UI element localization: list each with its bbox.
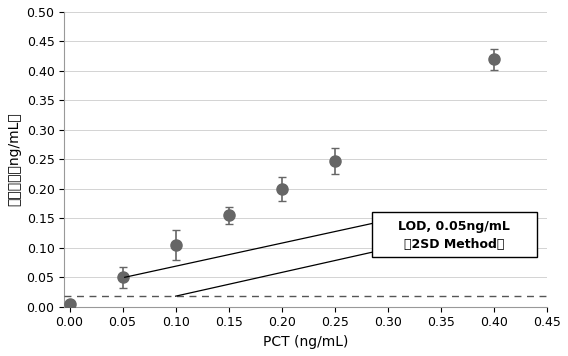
Y-axis label: 测试结果（ng/mL）: 测试结果（ng/mL） (7, 112, 21, 206)
Text: （2SD Method）: （2SD Method） (404, 238, 504, 251)
X-axis label: PCT (ng/mL): PCT (ng/mL) (263, 335, 348, 349)
Text: LOD, 0.05ng/mL: LOD, 0.05ng/mL (398, 220, 510, 233)
FancyBboxPatch shape (372, 213, 537, 257)
